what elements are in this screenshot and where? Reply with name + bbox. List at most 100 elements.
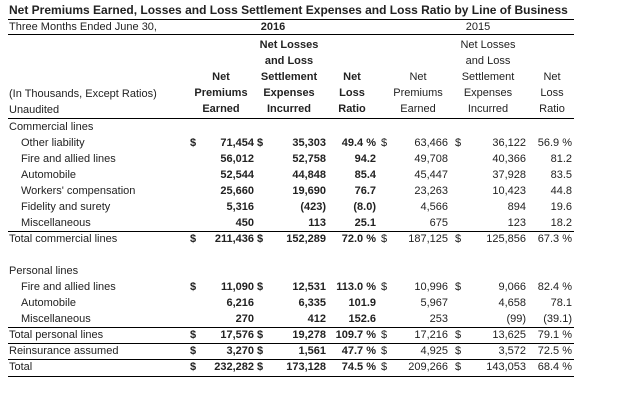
- col-ratio-2016: Net Loss Ratio: [338, 71, 366, 115]
- table-cell: 19.6: [550, 201, 572, 213]
- currency-symbol: $: [190, 137, 197, 149]
- table-cell: $: [455, 233, 462, 245]
- table-cell: 152,289: [286, 233, 326, 245]
- table-cell: $: [381, 281, 388, 293]
- table-cell: 56.9 %: [537, 137, 572, 149]
- currency-symbol: $: [190, 233, 197, 245]
- table-cell: 152.6: [348, 313, 376, 325]
- table-cell: 35,303: [292, 137, 326, 149]
- table-cell: 47.7 %: [341, 345, 376, 357]
- table-cell: 109.7 %: [335, 329, 376, 341]
- table-cell: 44.8: [550, 185, 572, 197]
- table-cell: $: [381, 345, 388, 357]
- row-label: Personal lines: [9, 265, 79, 277]
- table-cell: 4,925: [420, 345, 448, 357]
- table-cell: 5,967: [420, 297, 448, 309]
- table-cell: 211,436: [214, 233, 254, 245]
- table-cell: 85.4: [354, 169, 376, 181]
- currency-symbol: $: [257, 281, 264, 293]
- table-cell: 25,660: [220, 185, 254, 197]
- table-cell: 6,335: [298, 297, 326, 309]
- table-cell: 412: [307, 313, 326, 325]
- table-cell: 13,625: [492, 329, 526, 341]
- table-cell: 3,270: [226, 345, 254, 357]
- table-cell: 17,216: [414, 329, 448, 341]
- table-cell: (8.0): [353, 201, 376, 213]
- table-cell: 5,316: [226, 201, 254, 213]
- table-cell: 23,263: [414, 185, 448, 197]
- table-cell: 56,012: [220, 153, 254, 165]
- table-cell: 44,848: [292, 169, 326, 181]
- table-cell: (99): [506, 313, 526, 325]
- table-cell: 113.0 %: [336, 281, 376, 293]
- row-label: Miscellaneous: [21, 217, 91, 229]
- table-cell: 10,996: [414, 281, 448, 293]
- period-label: Three Months Ended June 30,: [9, 21, 157, 33]
- table-cell: 12,531: [292, 281, 326, 293]
- currency-symbol: $: [190, 329, 197, 341]
- table-title: Net Premiums Earned, Losses and Loss Set…: [9, 3, 568, 17]
- table-cell: 123: [507, 217, 526, 229]
- table-cell: (423): [300, 201, 326, 213]
- row-label: Commercial lines: [9, 121, 94, 133]
- row-label: Fire and allied lines: [21, 281, 116, 293]
- table-cell: $: [455, 281, 462, 293]
- row-label: Fire and allied lines: [21, 153, 116, 165]
- table-cell: 17,576: [220, 329, 254, 341]
- table-cell: 18.2: [550, 217, 572, 229]
- table-cell: 71,454: [220, 137, 254, 149]
- bottom-rule: [8, 376, 574, 377]
- table-cell: 113: [308, 217, 326, 229]
- unaudited-label: Unaudited: [9, 104, 60, 116]
- currency-symbol: $: [257, 345, 264, 357]
- table-cell: $: [381, 137, 388, 149]
- table-cell: 125,856: [486, 233, 526, 245]
- table-cell: 52,758: [292, 153, 326, 165]
- table-cell: 143,053: [486, 361, 526, 373]
- table-cell: $: [381, 233, 388, 245]
- table-cell: 37,928: [492, 169, 526, 181]
- table-cell: 894: [507, 201, 526, 213]
- table-cell: 45,447: [414, 169, 448, 181]
- table-cell: 49.4 %: [341, 137, 376, 149]
- table-cell: 270: [235, 313, 254, 325]
- table-cell: $: [381, 361, 388, 373]
- table-cell: 19,690: [292, 185, 326, 197]
- row-label: Total personal lines: [9, 329, 104, 341]
- table-cell: 6,216: [226, 297, 254, 309]
- table-cell: 94.2: [354, 153, 376, 165]
- table-cell: $: [381, 329, 388, 341]
- col-nlle-2015: Net Losses and Loss Settlement Expenses …: [460, 39, 516, 115]
- table-cell: 40,366: [492, 153, 526, 165]
- table-cell: 72.0 %: [341, 233, 376, 245]
- currency-symbol: $: [257, 361, 264, 373]
- table-cell: 82.4 %: [537, 281, 572, 293]
- table-cell: 253: [429, 313, 448, 325]
- table-cell: 74.5 %: [341, 361, 376, 373]
- table-cell: 72.5 %: [537, 345, 572, 357]
- title-rule: [8, 19, 574, 20]
- table-cell: 78.1: [550, 297, 572, 309]
- table-cell: 209,266: [408, 361, 448, 373]
- col-nlle-2016: Net Losses and Loss Settlement Expenses …: [259, 39, 319, 115]
- currency-symbol: $: [190, 361, 197, 373]
- table-cell: 36,122: [492, 137, 526, 149]
- table-cell: 83.5: [550, 169, 572, 181]
- currency-symbol: $: [257, 329, 264, 341]
- table-cell: 52,544: [220, 169, 254, 181]
- table-cell: (39.1): [543, 313, 572, 325]
- table-cell: 76.7: [354, 185, 376, 197]
- table-cell: 19,278: [292, 329, 326, 341]
- table-cell: $: [455, 137, 462, 149]
- table-cell: 67.3 %: [537, 233, 572, 245]
- row-label: Other liability: [21, 137, 85, 149]
- table-cell: 11,090: [220, 281, 254, 293]
- table-cell: 3,572: [498, 345, 526, 357]
- col-npe-2016: Net Premiums Earned: [194, 71, 248, 115]
- row-label: Miscellaneous: [21, 313, 91, 325]
- table-cell: 63,466: [414, 137, 448, 149]
- table-cell: 4,658: [498, 297, 526, 309]
- table-cell: 49,708: [414, 153, 448, 165]
- table-cell: 173,128: [286, 361, 326, 373]
- table-cell: 25.1: [354, 217, 376, 229]
